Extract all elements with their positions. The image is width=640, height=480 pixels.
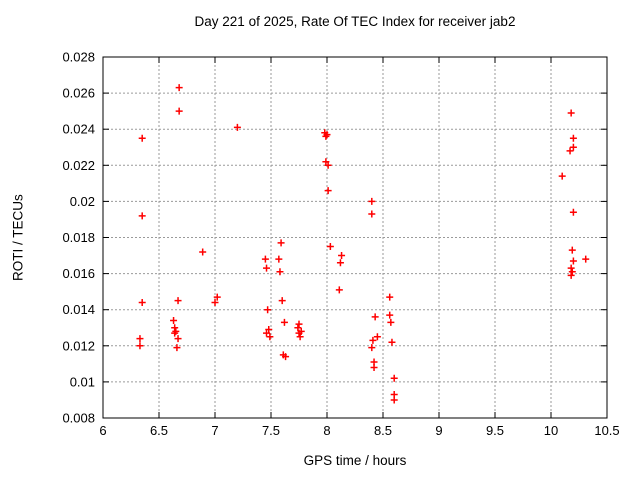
- data-point: [266, 333, 274, 341]
- data-point: [335, 286, 343, 294]
- data-point: [371, 313, 379, 321]
- y-tick-label: 0.018: [62, 230, 95, 245]
- data-point: [569, 257, 577, 265]
- y-tick-label: 0.02: [70, 194, 95, 209]
- data-point: [566, 147, 574, 155]
- y-tick-label: 0.01: [70, 374, 95, 389]
- data-point: [373, 333, 381, 341]
- data-point: [370, 363, 378, 371]
- gridlines: [103, 57, 607, 418]
- data-point: [170, 317, 178, 325]
- data-point: [338, 252, 346, 260]
- x-tick-label: 7.5: [262, 423, 280, 438]
- data-point: [174, 335, 182, 343]
- data-point: [322, 158, 330, 166]
- x-tick-label: 9.5: [486, 423, 504, 438]
- series-roti: [136, 84, 590, 404]
- y-tick-label: 0.008: [62, 411, 95, 426]
- chart-title: Day 221 of 2025, Rate Of TEC Index for r…: [194, 14, 516, 29]
- data-point: [264, 306, 272, 314]
- data-point: [295, 329, 303, 337]
- tick-labels: 6 6.5 7 7.5 8 8.5 9 9.5 10 10.5 0.008 0.01 0.012 0.01…: [62, 50, 619, 439]
- data-point: [138, 134, 146, 142]
- data-point: [567, 271, 575, 279]
- y-tick-label: 0.026: [62, 86, 95, 101]
- data-point: [569, 143, 577, 151]
- x-tick-label: 9: [435, 423, 442, 438]
- data-point: [568, 246, 576, 254]
- data-point: [390, 396, 398, 404]
- data-point: [388, 338, 396, 346]
- data-point: [278, 297, 286, 305]
- data-point: [386, 293, 394, 301]
- data-point: [368, 344, 376, 352]
- x-axis-label: GPS time / hours: [303, 453, 407, 468]
- data-point: [276, 268, 284, 276]
- data-point: [368, 210, 376, 218]
- x-tick-label: 10.5: [594, 423, 619, 438]
- x-tick-label: 7: [211, 423, 218, 438]
- data-point: [324, 161, 332, 169]
- data-point: [136, 335, 144, 343]
- x-tick-label: 10: [544, 423, 558, 438]
- data-point: [323, 131, 331, 139]
- x-tick-label: 8: [323, 423, 330, 438]
- data-point: [369, 336, 377, 344]
- data-point: [368, 197, 376, 205]
- data-point: [567, 109, 575, 117]
- y-tick-label: 0.012: [62, 338, 95, 353]
- data-point: [324, 187, 332, 195]
- data-point: [569, 208, 577, 216]
- data-point: [199, 248, 207, 256]
- y-tick-label: 0.014: [62, 302, 95, 317]
- data-point: [211, 298, 219, 306]
- data-point: [295, 320, 303, 328]
- data-point: [263, 264, 271, 272]
- data-point: [277, 239, 285, 247]
- y-tick-label: 0.016: [62, 266, 95, 281]
- data-point: [175, 107, 183, 115]
- data-point: [275, 255, 283, 263]
- y-tick-label: 0.022: [62, 158, 95, 173]
- data-point: [233, 123, 241, 131]
- data-point: [261, 255, 269, 263]
- data-point: [296, 333, 304, 341]
- y-tick-label: 0.024: [62, 122, 95, 137]
- data-point: [569, 134, 577, 142]
- plot-border: [102, 56, 608, 419]
- data-point: [265, 326, 273, 334]
- data-point: [282, 353, 290, 361]
- data-point: [171, 329, 179, 337]
- data-point: [263, 329, 271, 337]
- data-point: [386, 311, 394, 319]
- x-tick-label: 8.5: [374, 423, 392, 438]
- data-point: [582, 255, 590, 263]
- data-point: [326, 243, 334, 251]
- x-tick-label: 6: [99, 423, 106, 438]
- data-point: [138, 298, 146, 306]
- data-point: [568, 268, 576, 276]
- data-point: [280, 318, 288, 326]
- data-point: [294, 324, 302, 332]
- data-point: [336, 259, 344, 267]
- x-tick-label: 6.5: [150, 423, 168, 438]
- data-point: [138, 212, 146, 220]
- data-point: [175, 84, 183, 92]
- data-point: [213, 293, 221, 301]
- data-point: [387, 318, 395, 326]
- data-point: [567, 264, 575, 272]
- y-tick-label: 0.028: [62, 50, 95, 65]
- data-point: [390, 374, 398, 382]
- data-point: [136, 342, 144, 350]
- data-point: [558, 172, 566, 180]
- data-point: [173, 344, 181, 352]
- data-point: [174, 297, 182, 305]
